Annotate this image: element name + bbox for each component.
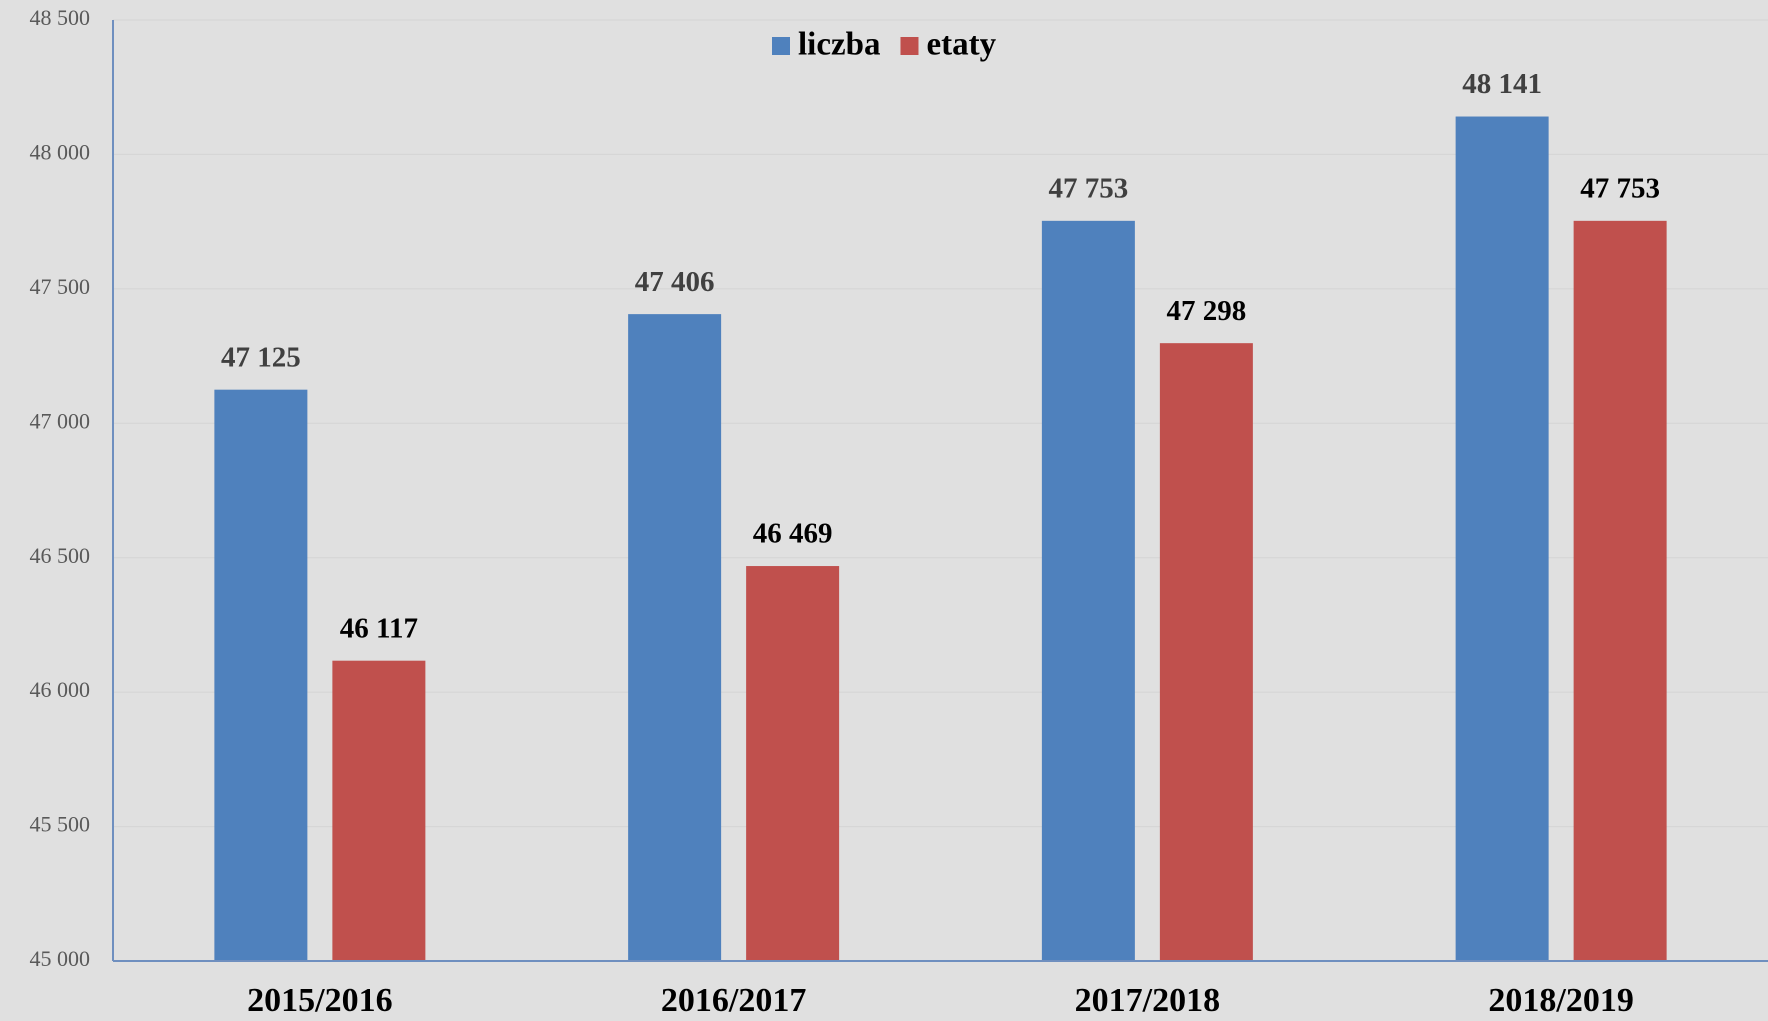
legend-label: etaty bbox=[926, 27, 996, 63]
value-label: 48 141 bbox=[1462, 68, 1542, 100]
value-label: 47 298 bbox=[1167, 295, 1247, 327]
x-tick-label: 2015/2016 bbox=[247, 982, 392, 1019]
x-tick-label: 2017/2018 bbox=[1075, 982, 1220, 1019]
y-tick-label: 48 500 bbox=[30, 5, 91, 30]
legend-label: liczba bbox=[798, 27, 880, 63]
bar bbox=[332, 660, 426, 961]
x-tick-label: 2016/2017 bbox=[661, 982, 806, 1019]
y-tick-label: 47 000 bbox=[30, 408, 91, 433]
value-label: 47 753 bbox=[1580, 172, 1660, 204]
y-tick-label: 48 000 bbox=[30, 139, 91, 164]
value-label: 47 125 bbox=[221, 341, 301, 373]
value-label: 46 117 bbox=[340, 612, 418, 644]
bar bbox=[746, 566, 840, 961]
value-label: 46 469 bbox=[753, 518, 833, 550]
bar bbox=[1041, 220, 1135, 961]
legend-swatch bbox=[772, 37, 790, 55]
y-tick-label: 47 500 bbox=[30, 274, 91, 299]
bar bbox=[1159, 343, 1253, 962]
y-tick-label: 45 500 bbox=[30, 812, 91, 837]
bar bbox=[1455, 116, 1549, 961]
value-label: 47 753 bbox=[1049, 172, 1129, 204]
value-label: 47 406 bbox=[635, 266, 715, 298]
legend-swatch bbox=[900, 37, 919, 55]
bar bbox=[628, 314, 722, 961]
x-tick-label: 2018/2019 bbox=[1488, 982, 1633, 1019]
y-tick-label: 46 500 bbox=[30, 543, 91, 568]
y-tick-label: 45 000 bbox=[30, 946, 91, 971]
y-tick-label: 46 000 bbox=[30, 677, 91, 702]
bar bbox=[214, 389, 308, 961]
bar bbox=[1573, 220, 1667, 961]
